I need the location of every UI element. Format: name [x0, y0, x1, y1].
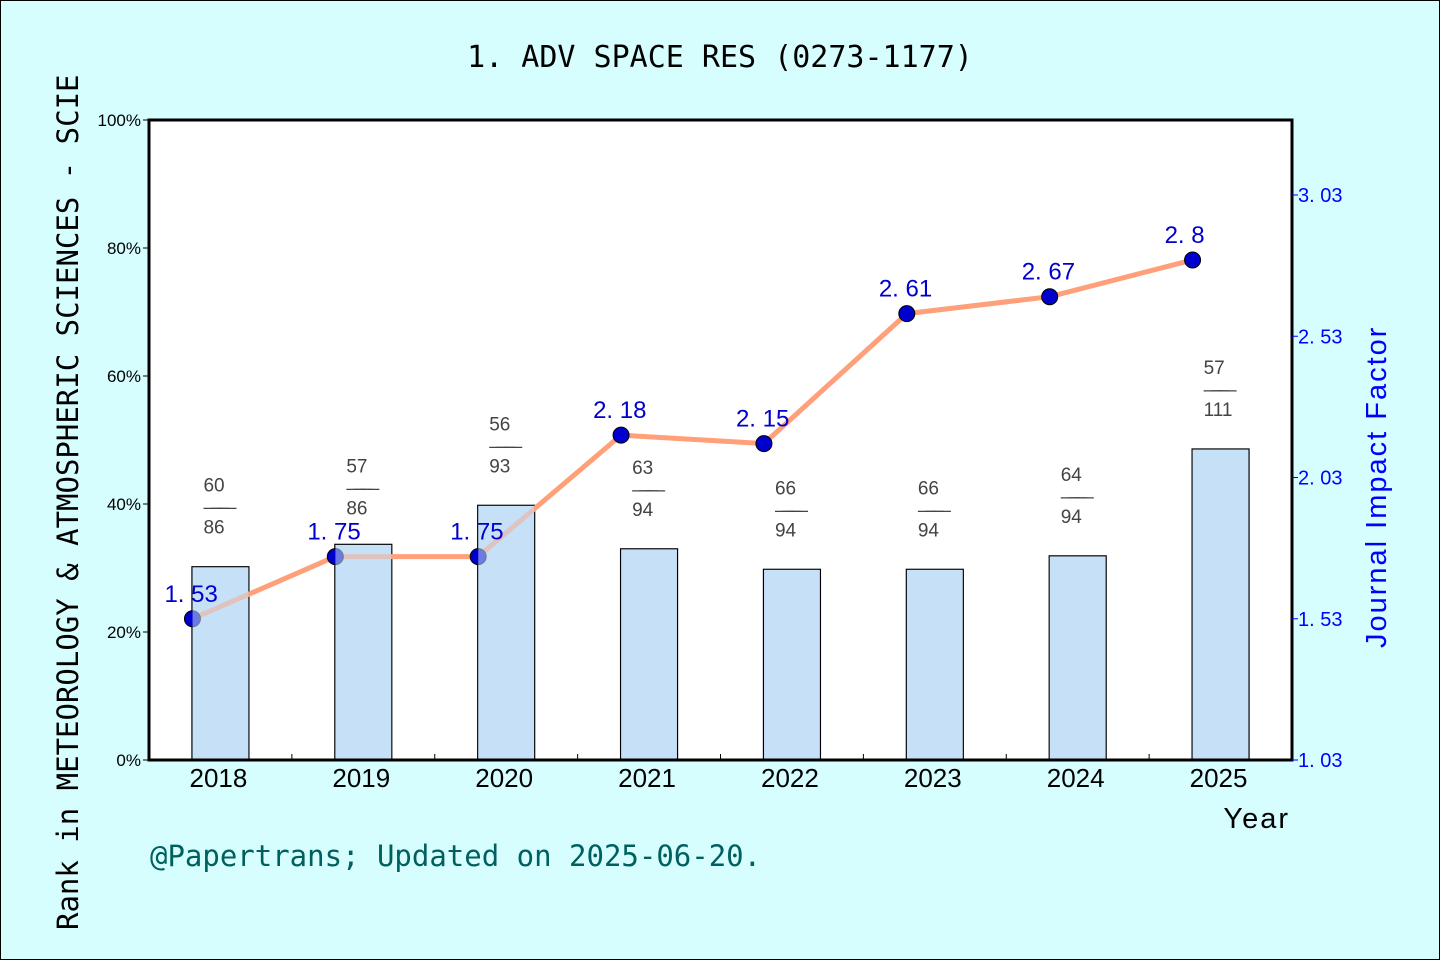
- y2-tick-label: 2. 53: [1298, 326, 1342, 348]
- jif-marker-2022: [755, 435, 773, 453]
- x-axis-label: Year: [1223, 803, 1290, 835]
- x-tick-label: 2021: [618, 763, 676, 793]
- rank-label: 60: [203, 476, 224, 497]
- bar-overlay: [192, 567, 249, 760]
- y-tick-label: 100%: [98, 111, 141, 130]
- jif-marker-2024: [1041, 288, 1059, 306]
- y2-tick-label: 2. 03: [1298, 468, 1342, 490]
- x-tick-label: 2019: [332, 763, 390, 793]
- jif-marker-2025: [1184, 251, 1202, 269]
- y2-tick-label: 1. 53: [1298, 609, 1342, 631]
- x-tick-label: 2018: [190, 763, 248, 793]
- total-label: 93: [489, 456, 510, 477]
- bar-overlay: [764, 569, 820, 760]
- rank-label: 66: [775, 478, 796, 499]
- total-label: 94: [918, 520, 940, 541]
- x-ticks: 2018 2019 2020 2021 2022 2023 2024 2025: [190, 754, 1248, 793]
- jif-marker-2021: [612, 426, 630, 444]
- total-label: 111: [1204, 400, 1233, 421]
- fraction-bar: ———: [1204, 380, 1237, 401]
- x-tick-label: 2022: [761, 763, 819, 793]
- fraction-bar: ———: [1061, 487, 1094, 508]
- rank-label: 66: [918, 478, 939, 499]
- jif-label-2024: 2. 67: [1022, 259, 1075, 286]
- y-tick-label: 20%: [107, 623, 141, 642]
- total-label: 94: [1061, 507, 1083, 528]
- fraction-bar: ———: [632, 480, 665, 501]
- jif-label-2023: 2. 61: [879, 276, 932, 303]
- total-label: 86: [203, 518, 224, 539]
- total-label: 94: [775, 520, 797, 541]
- fraction-bar: ———: [489, 436, 522, 457]
- right-y-ticks: 1. 03 1. 53 2. 03 2. 53 3. 03: [1292, 185, 1342, 772]
- chart-title: 1. ADV SPACE RES (0273-1177): [467, 40, 973, 75]
- bar-overlay: [1049, 556, 1106, 760]
- y-tick-label: 80%: [107, 239, 141, 258]
- rank-label: 63: [632, 458, 653, 479]
- jif-value-labels: 1. 53 1. 75 1. 75 2. 18 2. 15 2. 61 2. 67 2. 8: [164, 222, 1204, 608]
- jif-label-2018: 1. 53: [164, 581, 217, 608]
- y-tick-label: 40%: [107, 495, 141, 514]
- x-tick-label: 2023: [904, 763, 962, 793]
- x-tick-label: 2020: [475, 763, 533, 793]
- jif-label-2022: 2. 15: [736, 406, 789, 433]
- bar-overlay: [335, 544, 392, 760]
- jif-label-2025: 2. 8: [1165, 222, 1205, 249]
- rank-label: 64: [1061, 465, 1083, 486]
- total-label: 86: [346, 498, 367, 519]
- total-label: 94: [632, 500, 654, 521]
- fraction-bar: ———: [918, 500, 951, 521]
- y2-tick-label: 3. 03: [1298, 185, 1342, 207]
- fraction-bar: ———: [203, 498, 236, 519]
- y-tick-label: 60%: [107, 367, 141, 386]
- x-tick-label: 2024: [1047, 763, 1105, 793]
- bar-overlay: [906, 569, 963, 760]
- rank-label: 56: [489, 414, 510, 435]
- fraction-bar: ———: [775, 500, 808, 521]
- jif-label-2020: 1. 75: [450, 519, 503, 546]
- bar-overlay: [621, 549, 677, 760]
- bar-overlay: [478, 505, 535, 760]
- jif-label-2019: 1. 75: [307, 519, 360, 546]
- y-tick-label: 0%: [116, 751, 141, 770]
- jif-label-2021: 2. 18: [593, 397, 646, 424]
- left-y-ticks: 0% 20% 40% 60% 80% 100%: [98, 111, 149, 770]
- footer-credit: @Papertrans; Updated on 2025-06-20.: [150, 839, 761, 873]
- y2-axis-label: Journal Impact Factor: [1361, 326, 1393, 648]
- rank-label: 57: [346, 456, 367, 477]
- y2-tick-label: 1. 03: [1298, 750, 1342, 772]
- fraction-bar: ———: [346, 478, 379, 499]
- rank-label: 57: [1204, 358, 1225, 379]
- jif-marker-2023: [898, 305, 916, 323]
- x-tick-label: 2025: [1190, 763, 1248, 793]
- y-axis-label: Rank in METEOROLOGY & ATMOSPHERIC SCIENC…: [51, 74, 85, 930]
- bar-overlay: [1192, 449, 1249, 760]
